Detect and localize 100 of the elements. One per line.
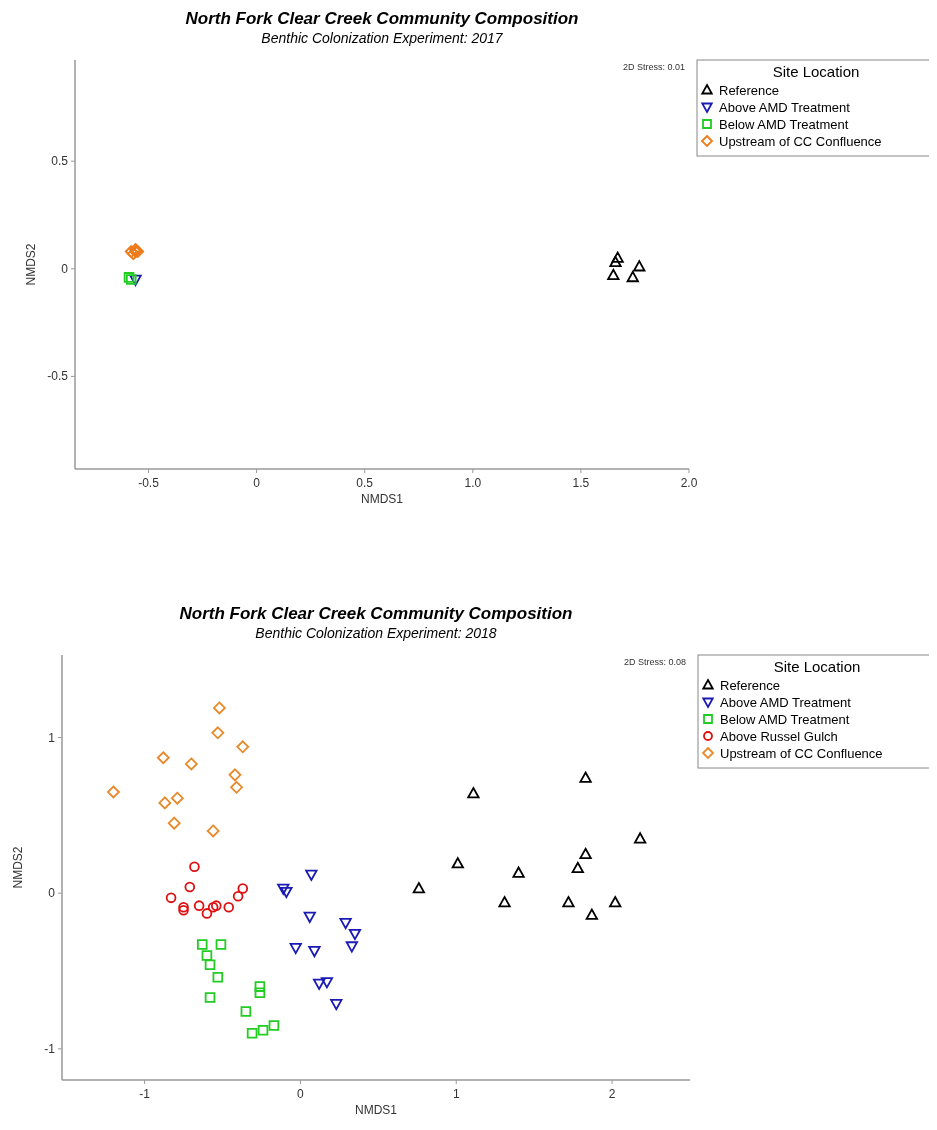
point — [232, 891, 244, 902]
point — [201, 908, 213, 919]
point — [107, 785, 120, 799]
y-tick-label: 0 — [48, 886, 56, 901]
point — [240, 1006, 252, 1017]
point — [184, 881, 196, 893]
point — [308, 946, 321, 958]
point — [579, 847, 592, 860]
point — [633, 260, 646, 272]
point — [626, 271, 639, 283]
chart-subtitle: Benthic Colonization Experiment: 2018 — [255, 625, 497, 641]
point — [348, 928, 362, 941]
point — [129, 274, 142, 286]
point — [257, 1024, 269, 1036]
point — [184, 757, 198, 771]
y-tick-label: 0.5 — [51, 154, 69, 169]
x-axis-title: NMDS1 — [360, 492, 404, 506]
point — [611, 251, 624, 263]
legend-label: Above AMD Treatment — [719, 99, 851, 115]
point — [165, 892, 177, 904]
legend-title: Site Location — [773, 658, 861, 675]
x-tick-label: 0 — [253, 476, 261, 490]
point — [330, 998, 343, 1011]
point — [201, 950, 213, 961]
point — [237, 883, 249, 894]
point — [196, 939, 208, 950]
x-tick-label: -0.5 — [138, 476, 160, 490]
point — [339, 918, 352, 930]
chart-title: North Fork Clear Creek Community Composition — [185, 9, 579, 28]
point — [223, 901, 235, 913]
point — [498, 896, 511, 908]
point — [607, 268, 620, 281]
point — [303, 911, 316, 923]
point — [289, 942, 302, 955]
y-axis-title: NMDS2 — [11, 846, 25, 889]
legend-label: Upstream of CC Confluence — [719, 133, 882, 149]
point — [193, 900, 205, 911]
y-tick-label: -1 — [44, 1041, 56, 1056]
legend-label: Upstream of CC Confluence — [720, 745, 883, 761]
point — [345, 941, 358, 953]
point — [212, 971, 224, 983]
point — [268, 1020, 280, 1031]
chart-title: North Fork Clear Creek Community Composition — [179, 604, 573, 623]
point — [236, 740, 250, 754]
legend-label: Reference — [719, 82, 779, 98]
legend-label: Above AMD Treatment — [720, 694, 852, 710]
point — [277, 883, 290, 895]
point — [280, 886, 293, 899]
point — [156, 751, 170, 765]
y-tick-label: -0.5 — [47, 369, 69, 384]
x-tick-label: 2.0 — [680, 476, 698, 490]
point — [246, 1028, 258, 1039]
y-tick-label: 1 — [48, 730, 56, 745]
point — [305, 869, 318, 881]
legend-label: Below AMD Treatment — [720, 711, 850, 727]
point — [204, 992, 216, 1003]
y-axis-title: NMDS2 — [24, 243, 38, 286]
point — [178, 905, 189, 916]
point — [170, 791, 184, 805]
point — [571, 861, 584, 874]
point — [412, 882, 425, 894]
chart-subtitle: Benthic Colonization Experiment: 2017 — [261, 30, 504, 46]
point — [204, 959, 216, 971]
x-tick-label: 0.5 — [356, 476, 374, 490]
annotation: 2D Stress: 0.01 — [622, 62, 685, 72]
point — [189, 861, 200, 873]
point — [609, 896, 622, 908]
point — [634, 832, 647, 844]
point — [451, 857, 464, 869]
x-tick-label: -1 — [139, 1087, 151, 1101]
point — [211, 726, 225, 740]
legend-label: Below AMD Treatment — [719, 116, 849, 132]
x-tick-label: 1 — [452, 1087, 460, 1101]
point — [230, 780, 243, 794]
x-tick-label: 2 — [608, 1087, 616, 1101]
point — [579, 771, 592, 783]
legend-label: Above Russel Gulch — [720, 728, 838, 744]
y-tick-label: 0 — [61, 261, 69, 276]
point — [215, 939, 227, 950]
point — [313, 978, 326, 990]
legend-label: Reference — [720, 677, 780, 693]
point — [562, 896, 575, 908]
x-axis-title: NMDS1 — [354, 1103, 398, 1117]
point — [178, 901, 189, 913]
point — [254, 987, 266, 999]
point — [609, 255, 622, 268]
point — [254, 981, 266, 992]
point — [158, 796, 172, 810]
point — [512, 866, 525, 878]
point — [320, 977, 334, 989]
legend-title: Site Location — [772, 63, 860, 80]
x-tick-label: 0 — [297, 1087, 305, 1101]
point — [212, 701, 226, 715]
point — [167, 816, 181, 830]
annotation: 2D Stress: 0.08 — [623, 657, 686, 667]
x-tick-label: 1.0 — [464, 476, 482, 490]
point — [467, 787, 480, 799]
point — [585, 908, 598, 920]
x-tick-label: 1.5 — [572, 476, 590, 490]
point — [206, 824, 220, 838]
